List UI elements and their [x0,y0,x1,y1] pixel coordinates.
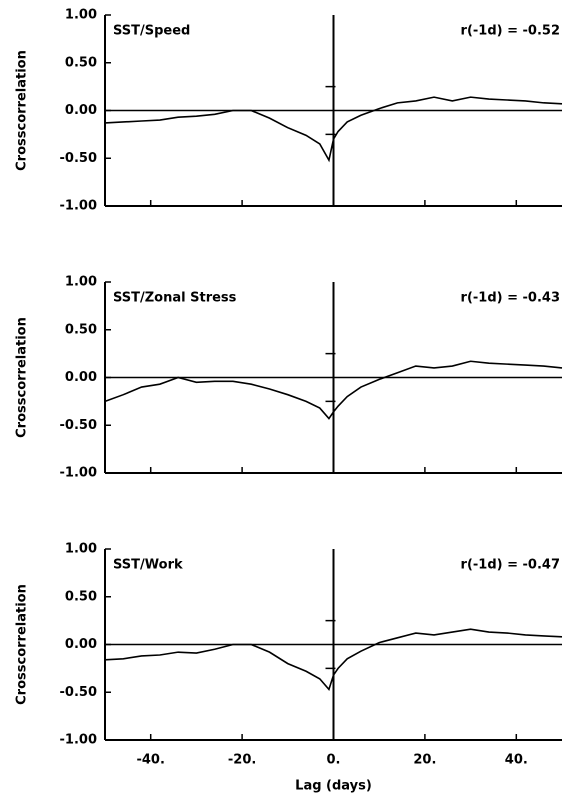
panel-label: SST/Work [113,558,183,573]
x-tick-label: 40. [505,753,528,768]
y-axis-label: Crosscorrelation [15,584,30,705]
x-tick-label: 20. [413,753,436,768]
correlation-label: r(-1d) = -0.52 [461,24,560,39]
y-tick-label: 1.00 [65,275,97,290]
series-line [104,628,563,691]
x-axis-label: Lag (days) [295,779,372,794]
y-tick-label: 0.00 [65,370,97,385]
panel-label: SST/Zonal Stress [113,291,237,306]
y-tick-label: 0.50 [65,55,97,70]
x-tick-label: -40. [136,753,164,768]
series-line [104,360,563,420]
y-tick-label: -1.00 [60,466,97,481]
y-tick-label: 1.00 [65,542,97,557]
x-tick-label: 0. [327,753,341,768]
y-tick-label: 0.00 [65,103,97,118]
y-tick-label: -0.50 [60,151,97,166]
y-tick-label: -1.00 [60,733,97,748]
y-tick-label: 0.50 [65,589,97,604]
y-tick-label: 1.00 [65,8,97,23]
series-line [104,96,563,163]
y-tick-label: -0.50 [60,418,97,433]
y-tick-label: -0.50 [60,685,97,700]
y-tick-label: -1.00 [60,199,97,214]
y-axis-label: Crosscorrelation [15,317,30,438]
y-axis-label: Crosscorrelation [15,50,30,171]
correlation-label: r(-1d) = -0.43 [461,291,560,306]
y-tick-label: 0.00 [65,637,97,652]
y-tick-label: 0.50 [65,322,97,337]
correlation-label: r(-1d) = -0.47 [461,558,560,573]
x-tick-label: -20. [228,753,256,768]
panel-label: SST/Speed [113,24,190,39]
